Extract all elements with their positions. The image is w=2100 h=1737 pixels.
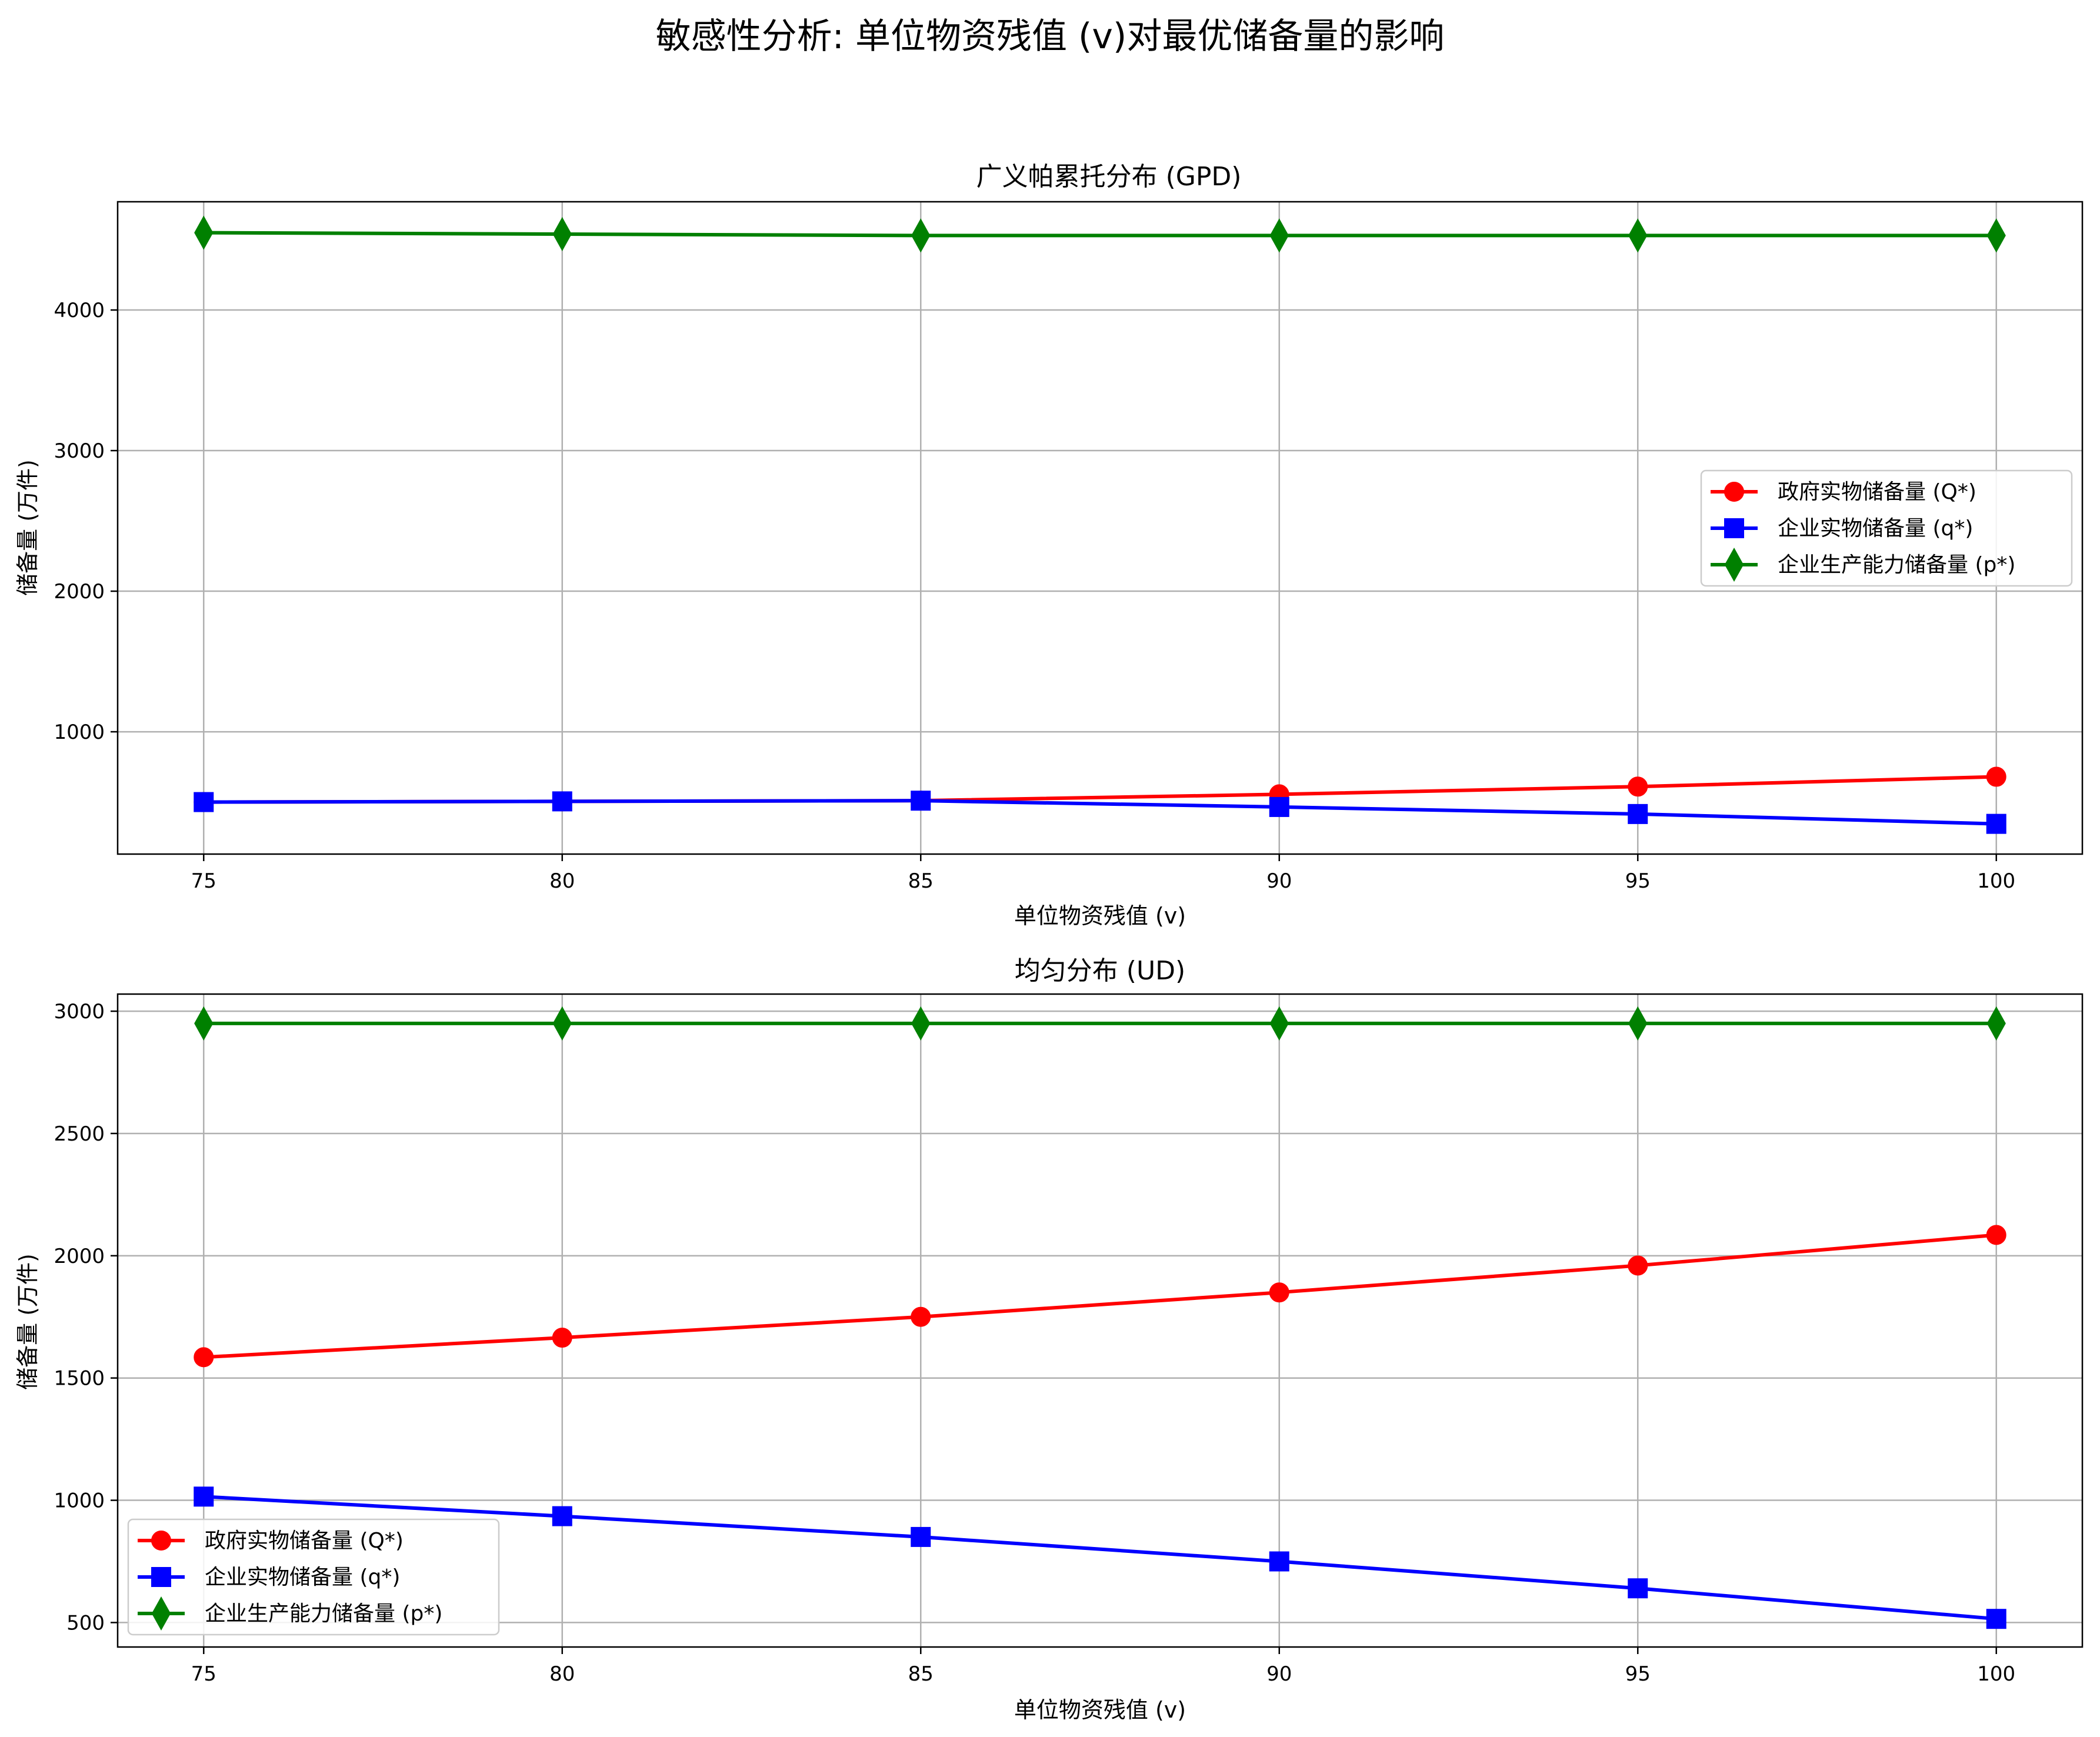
- panel-gpd-series-0-point: [1986, 766, 2006, 787]
- panel-gpd-series-2-point: [552, 216, 572, 252]
- panel-ud-series-1-point: [194, 1486, 214, 1507]
- panel-ud-title: 均匀分布 (UD): [1015, 956, 1185, 986]
- panel-gpd-legend-marker-0: [1724, 482, 1744, 502]
- panel-gpd-xtick-label: 90: [1266, 869, 1292, 893]
- panel-ud-xtick-label: 95: [1625, 1662, 1651, 1686]
- panel-ud-xlabel: 单位物资残值 (v): [1014, 1697, 1186, 1723]
- panel-gpd-plot-area: 75 80 85 90 95 100 1000 2000 3000 4000 政府实物储备量 (Q*…: [54, 201, 2084, 893]
- panel-ud-xtick-label: 80: [549, 1662, 575, 1686]
- panel-ud-ylabel: 储备量 (万件): [15, 1253, 41, 1390]
- panel-ud-ytick-label: 3000: [54, 1000, 105, 1023]
- panel-ud-series-1-point: [911, 1526, 931, 1547]
- panel-ud-series-0-point: [552, 1328, 572, 1348]
- panel-ud-legend-marker-1: [151, 1567, 171, 1587]
- panel-gpd-legend: 政府实物储备量 (Q*) 企业实物储备量 (q*) 企业生产能力储备量 (p*): [1700, 469, 2073, 587]
- panel-ud-legend: 政府实物储备量 (Q*) 企业实物储备量 (q*) 企业生产能力储备量 (p*): [127, 1518, 500, 1636]
- panel-gpd-xtick-label: 80: [549, 869, 575, 893]
- panel-gpd-series-1-point: [552, 791, 572, 812]
- panel-ud-xtick-label: 75: [191, 1662, 216, 1686]
- panel-ud-legend-marker-0: [151, 1531, 171, 1551]
- panel-gpd-series-1-point: [194, 792, 214, 812]
- panel-ud-series-2-point: [1269, 1006, 1289, 1041]
- panel-ud: 均匀分布 (UD) 单位物资残值 (v) 储备量 (万件) 75 80 85 90 95…: [15, 956, 2084, 1723]
- panel-gpd-legend-label-1: 企业实物储备量 (q*): [1778, 516, 1973, 541]
- panel-ud-ytick-label: 2000: [54, 1245, 105, 1268]
- panel-gpd: 广义帕累托分布 (GPD) 单位物资残值 (v) 储备量 (万件) 75 80 85…: [15, 162, 2084, 929]
- panel-gpd-series-2-line: [204, 231, 1996, 238]
- panel-gpd-ytick-label: 1000: [54, 721, 105, 744]
- panel-ud-series-1-line: [204, 1495, 1996, 1621]
- panel-gpd-xtick-label: 75: [191, 869, 216, 893]
- panel-gpd-series-2-point: [1269, 218, 1289, 253]
- panel-ud-series-2-point: [1628, 1006, 1648, 1041]
- figure-title: 敏感性分析: 单位物资残值 (v)对最优储备量的影响: [656, 16, 1445, 57]
- panel-gpd-xtick-label: 100: [1977, 869, 2015, 893]
- panel-ud-xtick-label: 100: [1977, 1662, 2015, 1686]
- panel-ud-series-0-point: [1269, 1282, 1289, 1303]
- panel-gpd-ytick-label: 4000: [54, 299, 105, 322]
- panel-gpd-legend-marker-2: [1724, 547, 1744, 582]
- panel-gpd-series-2-point: [1986, 218, 2006, 253]
- panel-gpd-series-0-point: [1628, 776, 1648, 797]
- panel-ud-legend-box: [127, 1518, 500, 1636]
- panel-ud-ytick-label: 500: [66, 1611, 105, 1635]
- panel-ud-series-2-point: [911, 1006, 931, 1041]
- panel-gpd-xtick-label: 95: [1625, 869, 1651, 893]
- panel-gpd-title: 广义帕累托分布 (GPD): [976, 162, 1242, 192]
- panel-gpd-ylabel: 储备量 (万件): [15, 459, 41, 596]
- panel-gpd-xtick-label: 85: [908, 869, 934, 893]
- panel-ud-series-1-point: [1628, 1578, 1648, 1599]
- panel-gpd-series-2-point: [1628, 218, 1648, 253]
- panel-gpd-series-1-point: [911, 791, 931, 811]
- panel-gpd-series-1-point: [1986, 814, 2006, 834]
- panel-ud-series-2-point: [552, 1006, 572, 1041]
- panel-ud-ytick-label: 1500: [54, 1367, 105, 1391]
- panel-ud-xtick-label: 90: [1266, 1662, 1292, 1686]
- panel-gpd-frame: [116, 201, 2084, 855]
- panel-ud-series-0-point: [1986, 1225, 2006, 1245]
- panel-ud-plot-area: 75 80 85 90 95 100 500 1000 1500 2000 2500 3000 政府实物…: [54, 993, 2084, 1686]
- panel-ud-legend-marker-2: [151, 1596, 171, 1631]
- panel-ud-series-1-point: [552, 1506, 572, 1526]
- panel-ud-series-0-point: [1628, 1255, 1648, 1276]
- panel-gpd-series-1-point: [1269, 796, 1289, 817]
- panel-ud-legend-label-0: 政府实物储备量 (Q*): [205, 1529, 404, 1553]
- panel-gpd-ytick-label: 3000: [54, 439, 105, 463]
- panel-gpd-legend-label-2: 企业生产能力储备量 (p*): [1778, 553, 2015, 577]
- panel-gpd-series-2-point: [911, 218, 931, 253]
- panel-ud-series-2-point: [194, 1006, 214, 1041]
- panel-gpd-legend-label-0: 政府实物储备量 (Q*): [1778, 480, 1976, 504]
- panel-ud-series-1-point: [1986, 1609, 2006, 1629]
- panel-gpd-series-2-point: [194, 215, 214, 250]
- panel-ud-series-0-line: [204, 1233, 1996, 1359]
- panel-ud-series-2-point: [1986, 1006, 2006, 1041]
- panel-ud-legend-label-1: 企业实物储备量 (q*): [205, 1565, 400, 1589]
- panel-ud-series-1-point: [1269, 1551, 1289, 1572]
- panel-ud-xtick-label: 85: [908, 1662, 934, 1686]
- panel-ud-ytick-label: 2500: [54, 1122, 105, 1146]
- panel-gpd-ytick-label: 2000: [54, 580, 105, 604]
- panel-gpd-legend-box: [1700, 469, 2073, 587]
- panel-ud-legend-label-2: 企业生产能力储备量 (p*): [205, 1602, 442, 1626]
- panel-ud-frame: [116, 993, 2084, 1648]
- panel-gpd-series-1-point: [1628, 804, 1648, 824]
- panel-ud-series-0-point: [194, 1347, 214, 1368]
- panel-ud-series-0-point: [911, 1306, 931, 1327]
- panel-gpd-xlabel: 单位物资残值 (v): [1014, 903, 1186, 929]
- panel-gpd-legend-marker-1: [1724, 518, 1744, 538]
- panel-ud-ytick-label: 1000: [54, 1489, 105, 1513]
- panel-gpd-series-1-line: [204, 799, 1996, 826]
